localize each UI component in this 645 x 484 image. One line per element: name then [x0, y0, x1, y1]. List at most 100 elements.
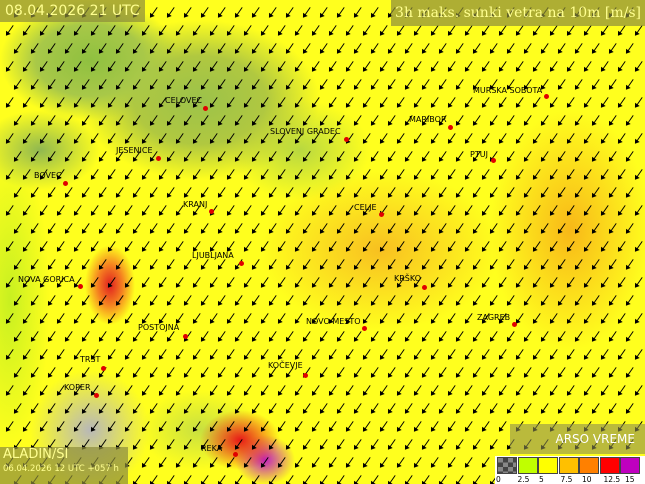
wind-arrow	[268, 439, 277, 450]
wind-arrow	[302, 7, 311, 18]
wind-arrow	[234, 295, 243, 306]
wind-arrow	[22, 169, 31, 180]
wind-arrow	[30, 43, 39, 54]
wind-arrow	[438, 439, 447, 450]
wind-arrow	[277, 241, 286, 252]
legend-swatch	[579, 457, 599, 474]
wind-arrow	[625, 331, 634, 342]
wind-arrow	[481, 169, 490, 180]
wind-arrow	[634, 61, 643, 72]
wind-arrow	[523, 403, 532, 414]
wind-arrow	[158, 205, 167, 216]
wind-arrow	[260, 385, 269, 396]
wind-arrow	[260, 457, 269, 468]
wind-arrow	[175, 169, 184, 180]
wind-arrow	[515, 313, 524, 324]
wind-arrow	[141, 457, 150, 468]
wind-arrow	[404, 403, 413, 414]
wind-arrow	[132, 295, 141, 306]
wind-arrow	[285, 403, 294, 414]
wind-arrow	[22, 25, 31, 36]
wind-arrow	[481, 313, 490, 324]
legend-swatch	[538, 457, 558, 474]
wind-arrow	[353, 367, 362, 378]
wind-arrow	[285, 223, 294, 234]
wind-arrow	[124, 277, 133, 288]
wind-arrow	[5, 313, 14, 324]
wind-arrow	[234, 151, 243, 162]
wind-arrow	[30, 223, 39, 234]
wind-arrow	[73, 241, 82, 252]
wind-arrow	[107, 313, 116, 324]
wind-arrow	[625, 259, 634, 270]
wind-arrow	[90, 385, 99, 396]
wind-arrow	[600, 241, 609, 252]
wind-arrow	[464, 205, 473, 216]
wind-arrow	[183, 367, 192, 378]
wind-arrow	[268, 331, 277, 342]
wind-arrow	[540, 43, 549, 54]
city-label: CELJE	[354, 203, 377, 212]
wind-arrow	[277, 421, 286, 432]
wind-arrow	[226, 241, 235, 252]
wind-arrow	[379, 169, 388, 180]
wind-arrow	[311, 421, 320, 432]
wind-arrow	[260, 421, 269, 432]
wind-arrow	[39, 169, 48, 180]
wind-arrow	[166, 79, 175, 90]
wind-arrow	[132, 79, 141, 90]
wind-arrow	[328, 421, 337, 432]
wind-arrow	[464, 241, 473, 252]
wind-arrow	[132, 43, 141, 54]
city-marker	[233, 452, 238, 457]
wind-arrow	[353, 403, 362, 414]
wind-arrow	[532, 205, 541, 216]
wind-arrow	[540, 115, 549, 126]
wind-arrow	[353, 295, 362, 306]
wind-arrow	[532, 277, 541, 288]
wind-arrow	[362, 385, 371, 396]
wind-arrow	[90, 25, 99, 36]
wind-arrow	[90, 421, 99, 432]
wind-arrow	[549, 385, 558, 396]
city-marker	[512, 322, 517, 327]
wind-arrow	[447, 277, 456, 288]
wind-arrow	[387, 259, 396, 270]
wind-arrow	[22, 133, 31, 144]
wind-arrow	[413, 421, 422, 432]
wind-arrow	[183, 223, 192, 234]
wind-arrow	[115, 403, 124, 414]
wind-arrow	[294, 97, 303, 108]
city-label: LJUBLJANA	[192, 251, 234, 260]
wind-arrow	[217, 187, 226, 198]
wind-arrow	[370, 331, 379, 342]
wind-arrow	[311, 241, 320, 252]
city-marker	[203, 106, 208, 111]
wind-arrow	[132, 403, 141, 414]
wind-arrow	[353, 223, 362, 234]
wind-arrow	[243, 421, 252, 432]
wind-arrow	[353, 79, 362, 90]
wind-arrow	[413, 277, 422, 288]
wind-arrow	[217, 403, 226, 414]
wind-arrow	[336, 7, 345, 18]
wind-arrow	[379, 133, 388, 144]
wind-arrow	[336, 475, 345, 484]
wind-arrow	[260, 133, 269, 144]
wind-arrow	[107, 421, 116, 432]
wind-arrow	[200, 115, 209, 126]
wind-arrow	[285, 367, 294, 378]
wind-arrow	[540, 223, 549, 234]
wind-arrow	[336, 403, 345, 414]
wind-arrow	[277, 169, 286, 180]
wind-arrow	[115, 79, 124, 90]
wind-arrow	[260, 97, 269, 108]
wind-arrow	[56, 313, 65, 324]
wind-arrow	[353, 439, 362, 450]
wind-arrow	[404, 151, 413, 162]
wind-arrow	[362, 25, 371, 36]
wind-arrow	[192, 313, 201, 324]
wind-arrow	[362, 421, 371, 432]
wind-arrow	[226, 205, 235, 216]
wind-arrow	[13, 259, 22, 270]
